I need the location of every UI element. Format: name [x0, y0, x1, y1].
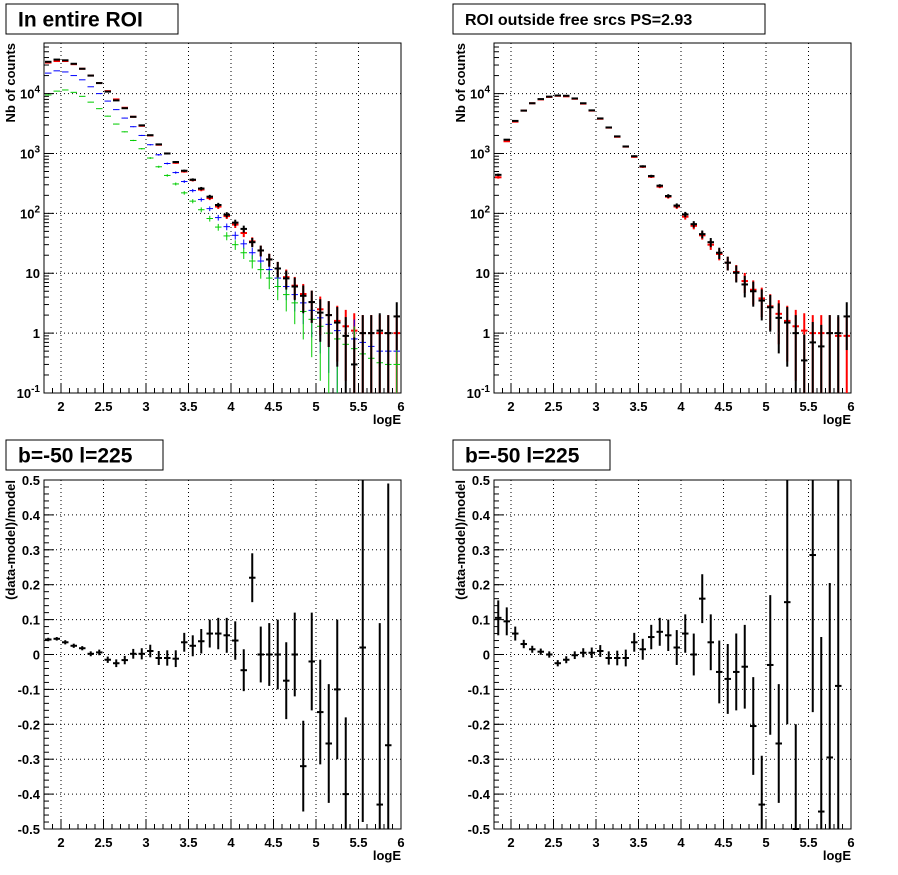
x-tick-label: 3.5	[179, 835, 197, 850]
x-tick-label: 4	[677, 835, 685, 850]
x-tick-label: 6	[847, 399, 854, 414]
y-tick-label: -0.4	[468, 787, 491, 802]
y-tick-label: 103	[20, 144, 40, 161]
chart-title: b=-50 l=225	[18, 445, 133, 468]
x-axis-label: logE	[373, 412, 401, 427]
chart-title: ROI outside free srcs PS=2.93	[465, 12, 692, 29]
x-tick-label: 4	[677, 399, 685, 414]
y-axis-label: Nb of counts	[3, 43, 18, 122]
y-tick-label: -0.4	[18, 787, 41, 802]
x-tick-label: 3	[592, 399, 599, 414]
y-tick-label: -0.5	[18, 822, 40, 837]
x-tick-label: 5	[762, 835, 769, 850]
y-tick-label: 10-1	[467, 384, 491, 401]
x-tick-label: 2	[57, 835, 64, 850]
y-tick-label: 0	[33, 648, 40, 663]
y-tick-label: -0.3	[18, 752, 40, 767]
y-tick-label: 102	[20, 204, 40, 221]
x-tick-label: 6	[847, 835, 854, 850]
y-tick-label: 0	[483, 648, 490, 663]
x-tick-label: 5	[312, 835, 319, 850]
y-tick-label: -0.1	[468, 682, 490, 697]
y-tick-label: 0.5	[472, 473, 490, 488]
y-tick-label: 102	[470, 204, 490, 221]
y-tick-label: 1	[33, 326, 40, 341]
title-box	[5, 3, 179, 35]
x-tick-label: 5	[312, 399, 319, 414]
y-tick-label: -0.3	[468, 752, 490, 767]
y-tick-label: 0.1	[472, 613, 490, 628]
x-tick-label: 4.5	[264, 399, 282, 414]
y-tick-label: 0.4	[472, 508, 491, 523]
y-tick-label: 0.3	[22, 543, 40, 558]
chart-title: b=-50 l=225	[465, 445, 580, 468]
x-tick-label: 3	[142, 835, 149, 850]
y-tick-label: 10	[26, 266, 40, 281]
x-tick-label: 5.5	[799, 399, 817, 414]
plot-frame	[493, 479, 852, 830]
title-box	[452, 439, 611, 471]
x-tick-label: 2	[507, 399, 514, 414]
y-tick-label: 0.4	[22, 508, 41, 523]
x-tick-label: 2.5	[94, 835, 112, 850]
x-tick-label: 3.5	[179, 399, 197, 414]
y-tick-label: -0.2	[468, 717, 490, 732]
x-tick-label: 5.5	[349, 399, 367, 414]
y-tick-label: 0.3	[472, 543, 490, 558]
x-axis-label: logE	[823, 412, 851, 427]
plot-frame	[43, 479, 402, 830]
x-tick-label: 3	[592, 835, 599, 850]
y-tick-label: 1	[483, 326, 490, 341]
x-tick-label: 3.5	[629, 835, 647, 850]
x-tick-label: 4	[227, 835, 235, 850]
residual-points	[45, 480, 392, 829]
y-axis-label: Nb of counts	[453, 43, 468, 122]
x-tick-label: 4.5	[714, 835, 732, 850]
x-tick-label: 3.5	[629, 399, 647, 414]
y-tick-label: 0.2	[22, 578, 40, 593]
x-tick-label: 2.5	[544, 399, 562, 414]
x-tick-label: 5.5	[349, 835, 367, 850]
x-tick-label: 2	[507, 835, 514, 850]
y-tick-label: 104	[470, 85, 490, 102]
x-tick-label: 3	[142, 399, 149, 414]
x-tick-label: 2	[57, 399, 64, 414]
y-tick-label: 10	[476, 266, 490, 281]
x-tick-label: 4.5	[714, 399, 732, 414]
series-data	[495, 94, 850, 393]
x-tick-label: 6	[397, 399, 404, 414]
plot-frame	[43, 42, 402, 394]
x-tick-label: 6	[397, 835, 404, 850]
x-tick-label: 2.5	[544, 835, 562, 850]
title-box	[5, 439, 164, 471]
x-tick-label: 4	[227, 399, 235, 414]
plot-frame	[493, 42, 852, 394]
y-tick-label: 104	[20, 85, 40, 102]
x-axis-label: logE	[373, 848, 401, 863]
y-tick-label: 0.1	[22, 613, 40, 628]
y-tick-label: 0.2	[472, 578, 490, 593]
x-tick-label: 4.5	[264, 835, 282, 850]
y-tick-label: -0.2	[18, 717, 40, 732]
y-tick-label: -0.5	[468, 822, 490, 837]
y-axis-label: (data-model)/model	[453, 480, 468, 600]
y-tick-label: -0.1	[18, 682, 40, 697]
y-axis-label: (data-model)/model	[3, 480, 18, 600]
y-tick-label: 103	[470, 144, 490, 161]
residual-points	[495, 480, 842, 830]
x-tick-label: 5.5	[799, 835, 817, 850]
y-tick-label: 10-1	[17, 384, 41, 401]
x-tick-label: 2.5	[94, 399, 112, 414]
x-axis-label: logE	[823, 848, 851, 863]
x-tick-label: 5	[762, 399, 769, 414]
y-tick-label: 0.5	[22, 473, 40, 488]
title-box	[452, 3, 766, 35]
series-data	[45, 58, 400, 393]
chart-title: In entire ROI	[18, 9, 143, 32]
